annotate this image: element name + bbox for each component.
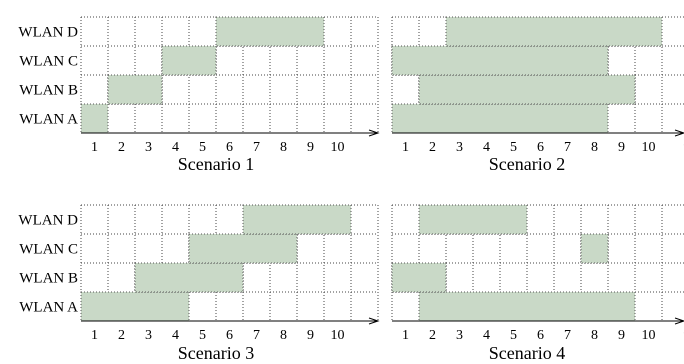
tick-label: 2 bbox=[429, 140, 436, 155]
scenario-panel-1: 1 2 3 4 5 6 7 8 9 10 WLAN A WLAN B WLAN C WLAN D Scena… bbox=[18, 16, 380, 174]
bar-wlan-a bbox=[80, 103, 109, 134]
tick-label: 5 bbox=[199, 140, 206, 155]
tick-label: 9 bbox=[618, 140, 625, 155]
tick-label: 6 bbox=[537, 140, 544, 155]
tick-label: 9 bbox=[618, 328, 625, 343]
tick-label: 1 bbox=[91, 140, 98, 155]
bar-wlan-d bbox=[445, 16, 663, 47]
tick-label: 8 bbox=[591, 328, 598, 343]
tick-label: 4 bbox=[172, 328, 179, 343]
tick-label: 4 bbox=[172, 140, 179, 155]
tick-label: 10 bbox=[642, 140, 656, 155]
tick-label: 10 bbox=[331, 140, 345, 155]
row-label: WLAN C bbox=[19, 242, 78, 258]
bar-wlan-d bbox=[215, 16, 325, 47]
row-label: WLAN A bbox=[19, 112, 78, 128]
bar-wlan-c bbox=[188, 233, 298, 264]
tick-label: 8 bbox=[280, 140, 287, 155]
bar-wlan-d bbox=[418, 204, 528, 235]
tick-label: 5 bbox=[199, 328, 206, 343]
tick-label: 6 bbox=[537, 328, 544, 343]
tick-label: 6 bbox=[226, 328, 233, 343]
scenario-title: Scenario 3 bbox=[178, 343, 254, 363]
bar-wlan-a bbox=[418, 291, 636, 322]
tick-label: 8 bbox=[591, 140, 598, 155]
scenario-title: Scenario 2 bbox=[489, 154, 565, 174]
tick-label: 7 bbox=[253, 328, 260, 343]
tick-label: 3 bbox=[145, 140, 152, 155]
tick-label: 6 bbox=[226, 140, 233, 155]
tick-label: 7 bbox=[564, 328, 571, 343]
tick-label: 9 bbox=[307, 140, 314, 155]
row-label: WLAN D bbox=[18, 25, 78, 41]
row-label: WLAN A bbox=[19, 300, 78, 316]
scenario-panel-4: 12345678910fScenario 4 bbox=[391, 204, 684, 363]
bar-wlan-c bbox=[161, 45, 217, 76]
row-label: WLAN D bbox=[18, 213, 78, 229]
tick-label: 2 bbox=[118, 140, 125, 155]
tick-label: 10 bbox=[642, 328, 656, 343]
tick-label: 7 bbox=[564, 140, 571, 155]
tick-label: 7 bbox=[253, 140, 260, 155]
x-axis-arrowhead bbox=[368, 129, 380, 137]
scenario-title: Scenario 4 bbox=[489, 343, 565, 363]
tick-label: 9 bbox=[307, 328, 314, 343]
bar-wlan-b bbox=[418, 74, 636, 105]
tick-label: 10 bbox=[331, 328, 345, 343]
bar-wlan-a bbox=[391, 103, 609, 134]
x-axis-arrowhead bbox=[368, 317, 380, 325]
tick-label: 5 bbox=[510, 328, 517, 343]
tick-label: 2 bbox=[429, 328, 436, 343]
bar-wlan-d bbox=[242, 204, 352, 235]
bar-wlan-c bbox=[580, 233, 609, 264]
scenario-panel-2: 12345678910fScenario 2 bbox=[391, 16, 684, 174]
tick-label: 1 bbox=[91, 328, 98, 343]
bar-wlan-b bbox=[107, 74, 163, 105]
tick-label: 1 bbox=[402, 328, 409, 343]
tick-label: 5 bbox=[510, 140, 517, 155]
x-axis-arrowhead bbox=[674, 129, 684, 137]
tick-label: 3 bbox=[456, 328, 463, 343]
tick-label: 2 bbox=[118, 328, 125, 343]
row-label: WLAN C bbox=[19, 54, 78, 70]
tick-label: 4 bbox=[483, 328, 490, 343]
row-label: WLAN B bbox=[19, 83, 78, 99]
bar-wlan-b bbox=[134, 262, 244, 293]
scenario-panel-3: 1 2 3 4 5 6 7 8 9 10 WLAN A WLAN B WLAN C WLAN D Scena… bbox=[18, 204, 380, 363]
tick-label: 3 bbox=[145, 328, 152, 343]
bar-wlan-a bbox=[80, 291, 190, 322]
tick-label: 8 bbox=[280, 328, 287, 343]
bar-wlan-b bbox=[391, 262, 447, 293]
x-axis-arrowhead bbox=[674, 317, 684, 325]
row-label: WLAN B bbox=[19, 271, 78, 287]
tick-label: 4 bbox=[483, 140, 490, 155]
tick-label: 1 bbox=[402, 140, 409, 155]
scenario-title: Scenario 1 bbox=[178, 154, 254, 174]
tick-label: 3 bbox=[456, 140, 463, 155]
bar-wlan-c bbox=[391, 45, 609, 76]
